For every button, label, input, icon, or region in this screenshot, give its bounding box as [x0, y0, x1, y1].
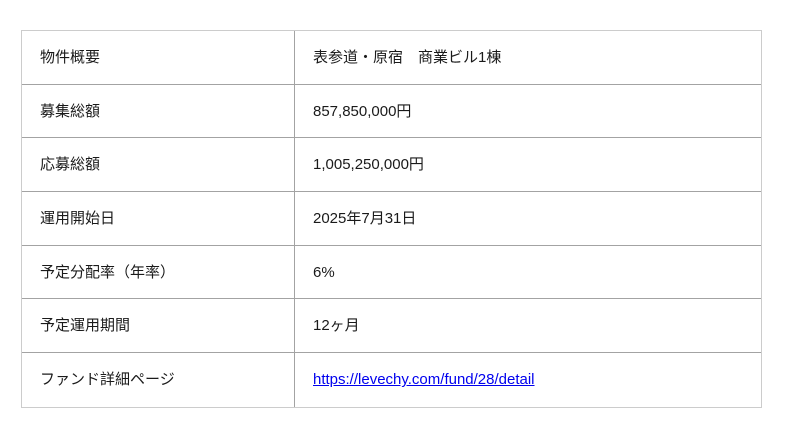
table-row: 物件概要 表参道・原宿 商業ビル1棟: [22, 31, 761, 85]
fund-summary-table-body: 物件概要 表参道・原宿 商業ビル1棟 募集総額 857,850,000円 応募総額 1,0…: [22, 31, 761, 407]
row-label: ファンド詳細ページ: [22, 353, 295, 407]
row-value: 6%: [295, 246, 761, 300]
row-label: 応募総額: [22, 138, 295, 193]
fund-detail-link[interactable]: https://levechy.com/fund/28/detail: [313, 371, 535, 389]
fund-summary-table: 物件概要 表参道・原宿 商業ビル1棟 募集総額 857,850,000円 応募総額 1,0…: [21, 30, 762, 408]
row-label: 募集総額: [22, 84, 295, 139]
row-label: 物件概要: [22, 31, 295, 85]
table-row: 応募総額 1,005,250,000円: [22, 138, 761, 193]
row-value: 12ヶ月: [295, 299, 761, 354]
row-value: 1,005,250,000円: [295, 138, 761, 193]
row-value: 2025年7月31日: [295, 192, 761, 246]
row-label: 運用開始日: [22, 192, 295, 246]
table-row: 募集総額 857,850,000円: [22, 84, 761, 139]
row-value: 表参道・原宿 商業ビル1棟: [295, 31, 761, 85]
row-label: 予定運用期間: [22, 299, 295, 354]
table-row: 予定運用期間 12ヶ月: [22, 299, 761, 354]
row-label: 予定分配率（年率）: [22, 245, 295, 300]
table-row: 予定分配率（年率） 6%: [22, 245, 761, 300]
table-row: 運用開始日 2025年7月31日: [22, 192, 761, 246]
row-value: https://levechy.com/fund/28/detail: [295, 353, 761, 407]
table-row: ファンド詳細ページ https://levechy.com/fund/28/det…: [22, 353, 761, 407]
row-value: 857,850,000円: [295, 85, 761, 139]
